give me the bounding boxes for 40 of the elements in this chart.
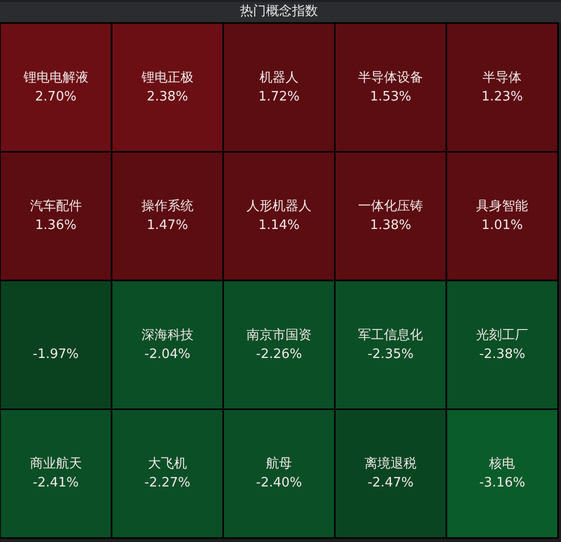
data-label: -2.04% <box>144 346 190 362</box>
data-label: 1.53% <box>370 89 412 104</box>
category-label: 操作系统 <box>141 199 194 214</box>
category-label: 商业航天 <box>30 456 82 472</box>
category-label: 锂电电解液 <box>22 70 88 86</box>
data-label: 1.47% <box>146 218 188 233</box>
data-label: 1.72% <box>258 89 300 104</box>
category-label: 一体化压铸 <box>358 199 424 214</box>
category-label: 汽车配件 <box>30 199 82 214</box>
category-label: 离境退税 <box>364 456 417 472</box>
data-label: 1.23% <box>482 89 523 104</box>
category-label: 人形机器人 <box>246 199 312 214</box>
text: 热门概念指数 <box>240 3 318 20</box>
category-label: 具身智能 <box>476 199 528 214</box>
data-label: -1.97% <box>32 346 79 362</box>
data-label: 1.14% <box>258 218 300 233</box>
data-label: -2.35% <box>368 346 414 362</box>
data-label: -2.41% <box>32 476 79 490</box>
category-label: 南京市国资 <box>246 328 312 343</box>
category-label: 核电 <box>488 456 516 472</box>
category-label: 光刻工厂 <box>476 328 528 343</box>
category-label: 半导体设备 <box>358 70 424 86</box>
data-label: -3.16% <box>479 476 526 490</box>
data-label: -2.38% <box>479 346 526 362</box>
category-label: 半导体 <box>482 70 522 86</box>
data-label: -2.40% <box>256 476 302 490</box>
category-label: 锂电正极 <box>140 70 194 86</box>
data-label: 1.38% <box>370 218 412 233</box>
data-label: -2.26% <box>256 346 302 362</box>
data-label: -2.27% <box>144 476 190 490</box>
category-label: 航母 <box>266 456 292 472</box>
data-label: 2.70% <box>35 89 76 104</box>
category-label: 深海科技 <box>141 328 194 343</box>
data-label: 1.01% <box>482 218 523 233</box>
data-label: 2.38% <box>146 89 188 104</box>
category-label: 机器人 <box>260 70 298 86</box>
data-label: 1.36% <box>35 218 76 233</box>
data-label: -2.47% <box>368 476 414 490</box>
category-label: 军工信息化 <box>358 328 424 343</box>
category-label: 大飞机 <box>148 456 187 472</box>
